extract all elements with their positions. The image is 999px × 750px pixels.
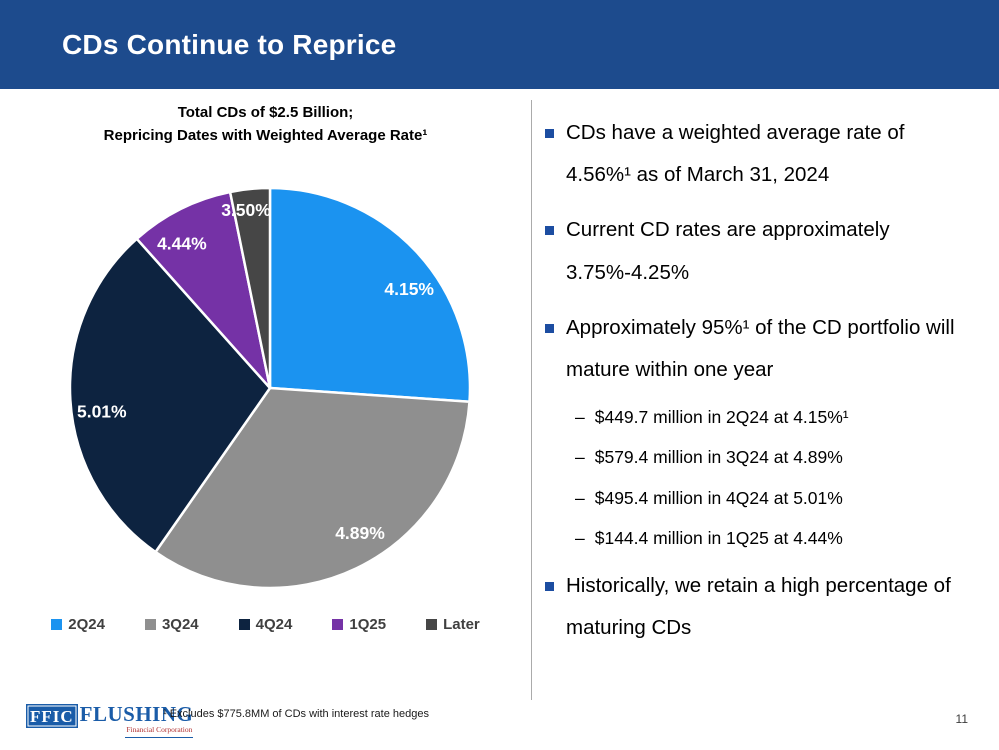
bullets-list: CDs have a weighted average rate of 4.56… bbox=[545, 112, 969, 649]
pie-label-1Q25: 4.44% bbox=[157, 234, 207, 254]
sub-bullet-row: – $449.7 million in 2Q24 at 4.15%¹ bbox=[575, 404, 969, 431]
bullet-text: CDs have a weighted average rate of 4.56… bbox=[566, 121, 905, 187]
legend-label: 1Q25 bbox=[349, 616, 387, 633]
pie-slice-4Q24 bbox=[68, 237, 272, 554]
ffic-logo-name: FLUSHING bbox=[79, 702, 194, 726]
sub-bullet-row: – $495.4 million in 4Q24 at 5.01% bbox=[575, 485, 969, 512]
bullet-row: Historically, we retain a high percentag… bbox=[545, 565, 969, 649]
bullet-item: CDs have a weighted average rate of 4.56… bbox=[545, 112, 969, 196]
bullet-row: Approximately 95%¹ of the CD portfolio w… bbox=[545, 307, 969, 391]
pie-label-3Q24: 4.89% bbox=[335, 523, 385, 543]
bullet-text: Approximately 95%¹ of the CD portfolio w… bbox=[566, 315, 955, 382]
sub-bullet-row: – $144.4 million in 1Q25 at 4.44% bbox=[575, 525, 969, 552]
vertical-divider bbox=[531, 100, 532, 700]
sub-bullet-text: $579.4 million in 3Q24 at 4.89% bbox=[594, 447, 843, 468]
sub-bullet-text: $449.7 million in 2Q24 at 4.15%¹ bbox=[594, 407, 849, 428]
legend-swatch-2Q24 bbox=[51, 619, 63, 630]
chart-legend: 2Q24 3Q24 4Q24 1Q25 Later bbox=[0, 616, 531, 633]
pie-label-2Q24: 4.15% bbox=[384, 279, 434, 299]
bullet-item: Historically, we retain a high percentag… bbox=[545, 565, 969, 649]
sub-bullet-text: $495.4 million in 4Q24 at 5.01% bbox=[594, 487, 843, 508]
pie-label-4Q24: 5.01% bbox=[77, 402, 127, 422]
legend-item-Later: Later bbox=[426, 616, 480, 633]
pie-slice-2Q24 bbox=[268, 186, 472, 404]
bullet-square-icon bbox=[545, 323, 554, 333]
legend-item-1Q25: 1Q25 bbox=[332, 616, 386, 633]
slide-title: CDs Continue to Reprice bbox=[62, 28, 397, 60]
bullet-square-icon bbox=[545, 226, 554, 236]
bullet-square-icon bbox=[545, 581, 554, 591]
chart-title-line2: Repricing Dates with Weighted Average Ra… bbox=[103, 126, 428, 144]
bullet-text: Historically, we retain a high percentag… bbox=[566, 573, 951, 640]
bullet-text: Current CD rates are approximately 3.75%… bbox=[566, 218, 890, 284]
page-number: 11 bbox=[955, 712, 968, 726]
chart-pane: Total CDs of $2.5 Billion; Repricing Dat… bbox=[0, 89, 531, 700]
dash-marker: – bbox=[575, 487, 585, 508]
bullet-item: Approximately 95%¹ of the CD portfolio w… bbox=[545, 307, 969, 552]
legend-label: Later bbox=[443, 616, 480, 633]
legend-label: 3Q24 bbox=[161, 616, 199, 633]
pie-slice-3Q24 bbox=[154, 386, 471, 590]
legend-swatch-3Q24 bbox=[144, 619, 156, 630]
pie-slice-Later bbox=[228, 186, 272, 390]
legend-label: 4Q24 bbox=[255, 616, 293, 633]
legend-swatch-Later bbox=[426, 619, 438, 630]
pie-label-Later: 3.50% bbox=[221, 200, 271, 220]
legend-label: 2Q24 bbox=[68, 616, 105, 633]
pie-chart: 4.15% 4.89% 5.01% 4.44% 3.50% bbox=[67, 185, 473, 591]
bullet-row: CDs have a weighted average rate of 4.56… bbox=[545, 112, 969, 196]
ffic-logo-main: FLUSHING Financial Corporation bbox=[80, 704, 194, 738]
chart-title: Total CDs of $2.5 Billion; Repricing Dat… bbox=[0, 102, 531, 147]
ffic-logo-abbr: FFIC bbox=[26, 704, 78, 728]
legend-swatch-1Q25 bbox=[332, 619, 344, 630]
pie-chart-svg: 4.15% 4.89% 5.01% 4.44% 3.50% bbox=[68, 186, 472, 590]
dash-marker: – bbox=[575, 447, 585, 468]
dash-marker: – bbox=[575, 527, 585, 548]
slide-header: CDs Continue to Reprice bbox=[0, 0, 999, 89]
bullets-pane: CDs have a weighted average rate of 4.56… bbox=[545, 112, 969, 662]
dash-marker: – bbox=[575, 407, 585, 428]
legend-swatch-4Q24 bbox=[238, 619, 250, 630]
sub-bullets: – $449.7 million in 2Q24 at 4.15%¹ – $579.4… bbox=[575, 404, 969, 552]
chart-title-line1: Total CDs of $2.5 Billion; bbox=[177, 104, 354, 121]
bullet-item: Current CD rates are approximately 3.75%… bbox=[545, 209, 969, 293]
ffic-logo-subtitle: Financial Corporation bbox=[125, 725, 194, 738]
bullet-square-icon bbox=[545, 129, 554, 138]
sub-bullet-row: – $579.4 million in 3Q24 at 4.89% bbox=[575, 444, 969, 471]
legend-item-2Q24: 2Q24 bbox=[51, 616, 105, 633]
bullet-row: Current CD rates are approximately 3.75%… bbox=[545, 209, 969, 293]
ffic-flushing-logo: FFIC FLUSHING Financial Corporation bbox=[26, 704, 194, 738]
legend-item-4Q24: 4Q24 bbox=[238, 616, 293, 633]
sub-bullet-text: $144.4 million in 1Q25 at 4.44% bbox=[594, 527, 843, 548]
pie-slice-1Q25 bbox=[135, 190, 272, 390]
footnote: ¹ Excludes $775.8MM of CDs with interest… bbox=[163, 708, 429, 720]
legend-item-3Q24: 3Q24 bbox=[144, 616, 199, 633]
